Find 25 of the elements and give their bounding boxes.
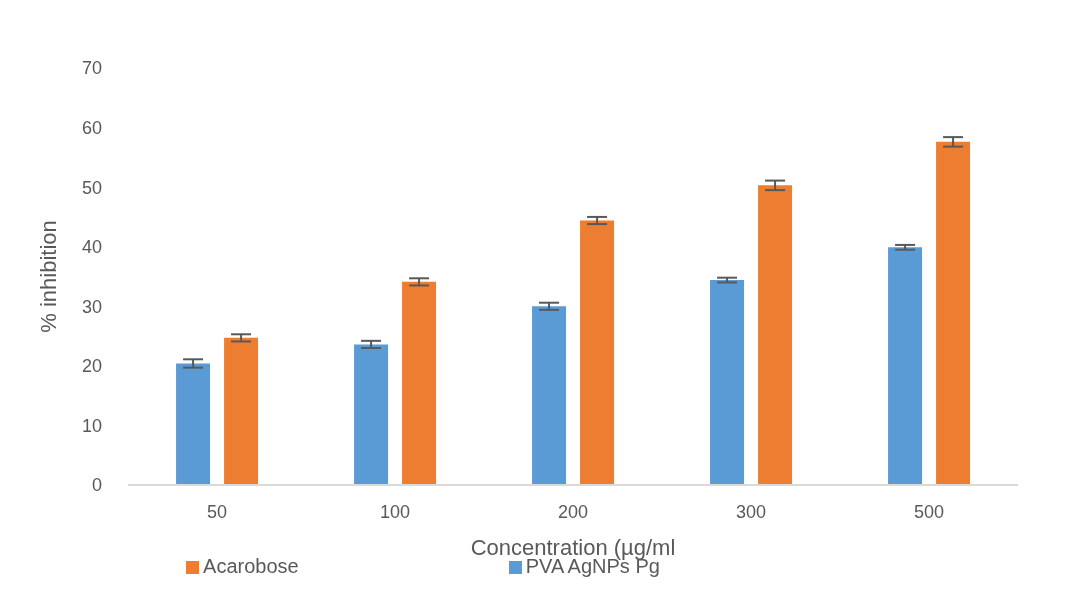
bar xyxy=(888,247,923,485)
bar xyxy=(936,141,971,485)
x-tick-label: 200 xyxy=(557,501,589,522)
bar xyxy=(402,281,437,485)
x-tick-label: 100 xyxy=(379,501,411,522)
y-axis-title: % inhibition xyxy=(35,220,61,333)
bar xyxy=(532,306,567,485)
x-tick-label: 300 xyxy=(735,501,767,522)
x-tick-label: 500 xyxy=(913,501,945,522)
bar xyxy=(580,220,615,485)
y-tick-label: 20 xyxy=(81,356,102,377)
y-tick-label: 50 xyxy=(81,177,102,198)
y-tick-label: 40 xyxy=(81,237,102,258)
y-tick-label: 30 xyxy=(81,296,102,317)
x-tick-label: 50 xyxy=(206,501,228,522)
legend-label: Acarobose xyxy=(203,555,299,577)
y-tick-label: 60 xyxy=(81,117,102,138)
y-tick-label: 0 xyxy=(91,475,102,496)
bar xyxy=(224,337,259,485)
bar xyxy=(354,344,389,485)
bar xyxy=(710,280,745,485)
y-tick-label: 10 xyxy=(81,415,102,436)
bar xyxy=(758,185,793,485)
bar xyxy=(176,363,211,485)
y-tick-label: 70 xyxy=(81,58,102,79)
